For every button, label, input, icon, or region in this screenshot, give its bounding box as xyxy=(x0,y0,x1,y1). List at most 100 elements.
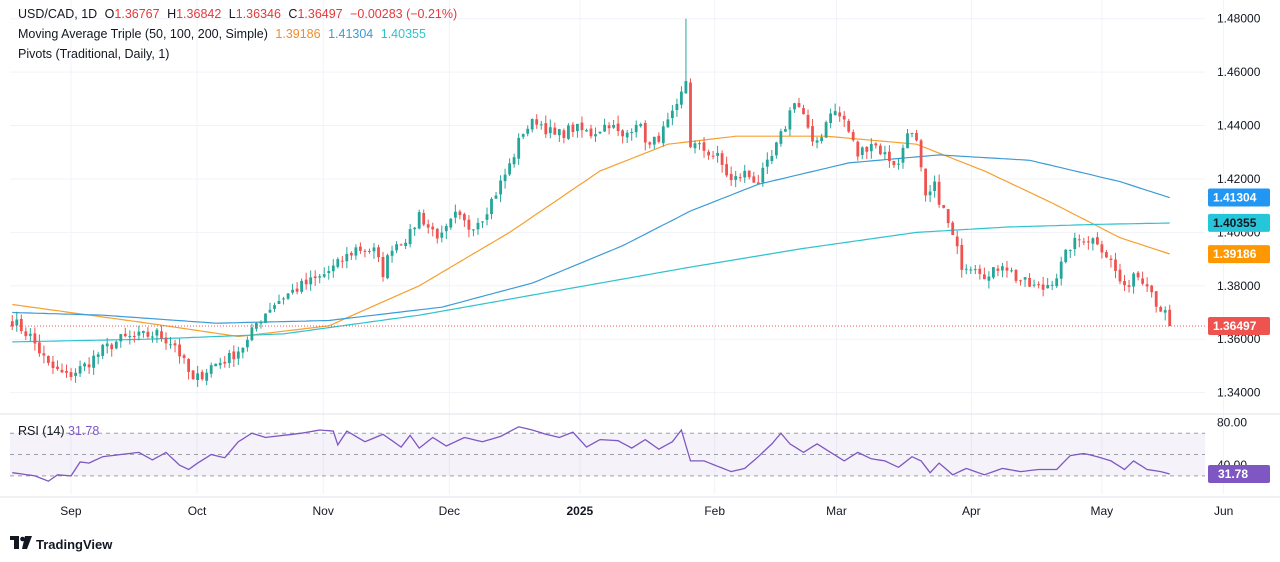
candle-body xyxy=(788,110,792,130)
symbol-label[interactable]: USD/CAD, 1D xyxy=(18,7,98,21)
candle xyxy=(196,365,199,387)
ma-legend: Moving Average Triple (50, 100, 200, Sim… xyxy=(18,27,430,41)
candle-body xyxy=(1109,258,1113,260)
candle xyxy=(119,333,123,348)
candle xyxy=(802,104,805,115)
candle-body xyxy=(869,144,873,152)
candle-body xyxy=(634,124,638,133)
candle xyxy=(725,156,728,178)
candle xyxy=(1077,234,1081,248)
candle-body xyxy=(322,274,326,277)
candle xyxy=(1055,273,1059,288)
candle-body xyxy=(250,327,254,341)
candle-body xyxy=(648,142,652,145)
candle xyxy=(286,293,290,301)
candle-body xyxy=(1014,269,1018,281)
candle-body xyxy=(119,334,123,342)
candle xyxy=(33,327,37,351)
candle-body xyxy=(151,336,154,338)
candle xyxy=(738,173,742,182)
candle xyxy=(422,209,426,227)
candle-body xyxy=(639,124,643,127)
candle xyxy=(363,248,367,258)
time-tick-label: Oct xyxy=(188,504,207,518)
candle xyxy=(906,129,909,149)
time-tick-label: Dec xyxy=(439,504,460,518)
candle xyxy=(553,122,557,135)
candle-body xyxy=(340,260,344,262)
candle xyxy=(720,150,724,173)
candle-body xyxy=(883,152,887,155)
pane-divider[interactable] xyxy=(0,413,1280,498)
candle-body xyxy=(164,337,168,344)
candle xyxy=(142,330,145,338)
candle-body xyxy=(1154,291,1158,307)
candle xyxy=(417,209,421,230)
candle-body xyxy=(200,371,204,380)
candle-body xyxy=(110,344,114,350)
pivots-indicator-label[interactable]: Pivots (Traditional, Daily, 1) xyxy=(18,47,170,61)
candle-body xyxy=(417,212,421,229)
candle-body xyxy=(580,122,584,131)
rsi-indicator-label[interactable]: RSI (14) xyxy=(18,424,65,438)
candle-body xyxy=(359,246,362,251)
candle xyxy=(820,133,823,144)
candle xyxy=(612,119,615,129)
time-axis[interactable]: Sep Oct Nov Dec 2025 Feb Mar Apr May Jun xyxy=(60,504,1233,518)
candle xyxy=(847,118,851,134)
candle xyxy=(661,121,665,147)
candle-body xyxy=(761,167,765,183)
candle xyxy=(951,220,955,236)
candle-body xyxy=(910,132,914,134)
candle xyxy=(191,370,195,380)
candle xyxy=(770,149,774,164)
candle xyxy=(485,207,489,226)
candle-body xyxy=(621,130,624,137)
tradingview-brand[interactable]: TradingView xyxy=(10,536,112,552)
candle xyxy=(1100,240,1104,259)
candle-body xyxy=(435,228,439,239)
candle xyxy=(634,120,638,138)
candle xyxy=(1091,237,1095,251)
time-tick-label: Nov xyxy=(313,504,334,518)
candle-body xyxy=(47,356,50,363)
rsi-legend-value: 31.78 xyxy=(68,424,100,438)
price-tick-label: 1.34000 xyxy=(1217,386,1261,400)
ma200-value: 1.40355 xyxy=(380,27,426,41)
candle-body xyxy=(345,253,349,262)
candle xyxy=(544,115,548,138)
time-tick-label: Jun xyxy=(1214,504,1233,518)
price-badge-label: 1.39186 xyxy=(1213,247,1257,261)
candle xyxy=(874,142,878,149)
candle-body xyxy=(331,265,335,272)
candle-body xyxy=(747,170,751,178)
candle xyxy=(937,174,941,208)
candle xyxy=(155,327,159,343)
tradingview-brand-name: TradingView xyxy=(36,536,113,552)
candle xyxy=(255,322,258,332)
candle xyxy=(860,146,864,160)
candle-body xyxy=(24,331,28,337)
candle-body xyxy=(594,134,597,137)
candle-body xyxy=(1005,267,1009,271)
candle-body xyxy=(38,342,41,354)
candle xyxy=(879,143,882,156)
candle-body xyxy=(431,226,435,230)
candle-body xyxy=(1050,284,1054,286)
rsi-axis[interactable]: 80.0040.00 xyxy=(1217,416,1247,473)
candle xyxy=(698,141,701,150)
candle xyxy=(160,325,163,342)
candle xyxy=(829,108,832,129)
candle-body xyxy=(123,333,127,337)
candle-body xyxy=(336,259,340,267)
candle-body xyxy=(942,205,946,208)
ma-indicator-label[interactable]: Moving Average Triple (50, 100, 200, Sim… xyxy=(18,27,268,41)
candle-body xyxy=(83,363,86,367)
candle-body xyxy=(915,133,918,141)
candle-body xyxy=(1041,284,1045,290)
candle xyxy=(657,132,661,144)
candle-body xyxy=(689,82,692,148)
candle-body xyxy=(996,268,1000,271)
candle xyxy=(503,168,507,189)
